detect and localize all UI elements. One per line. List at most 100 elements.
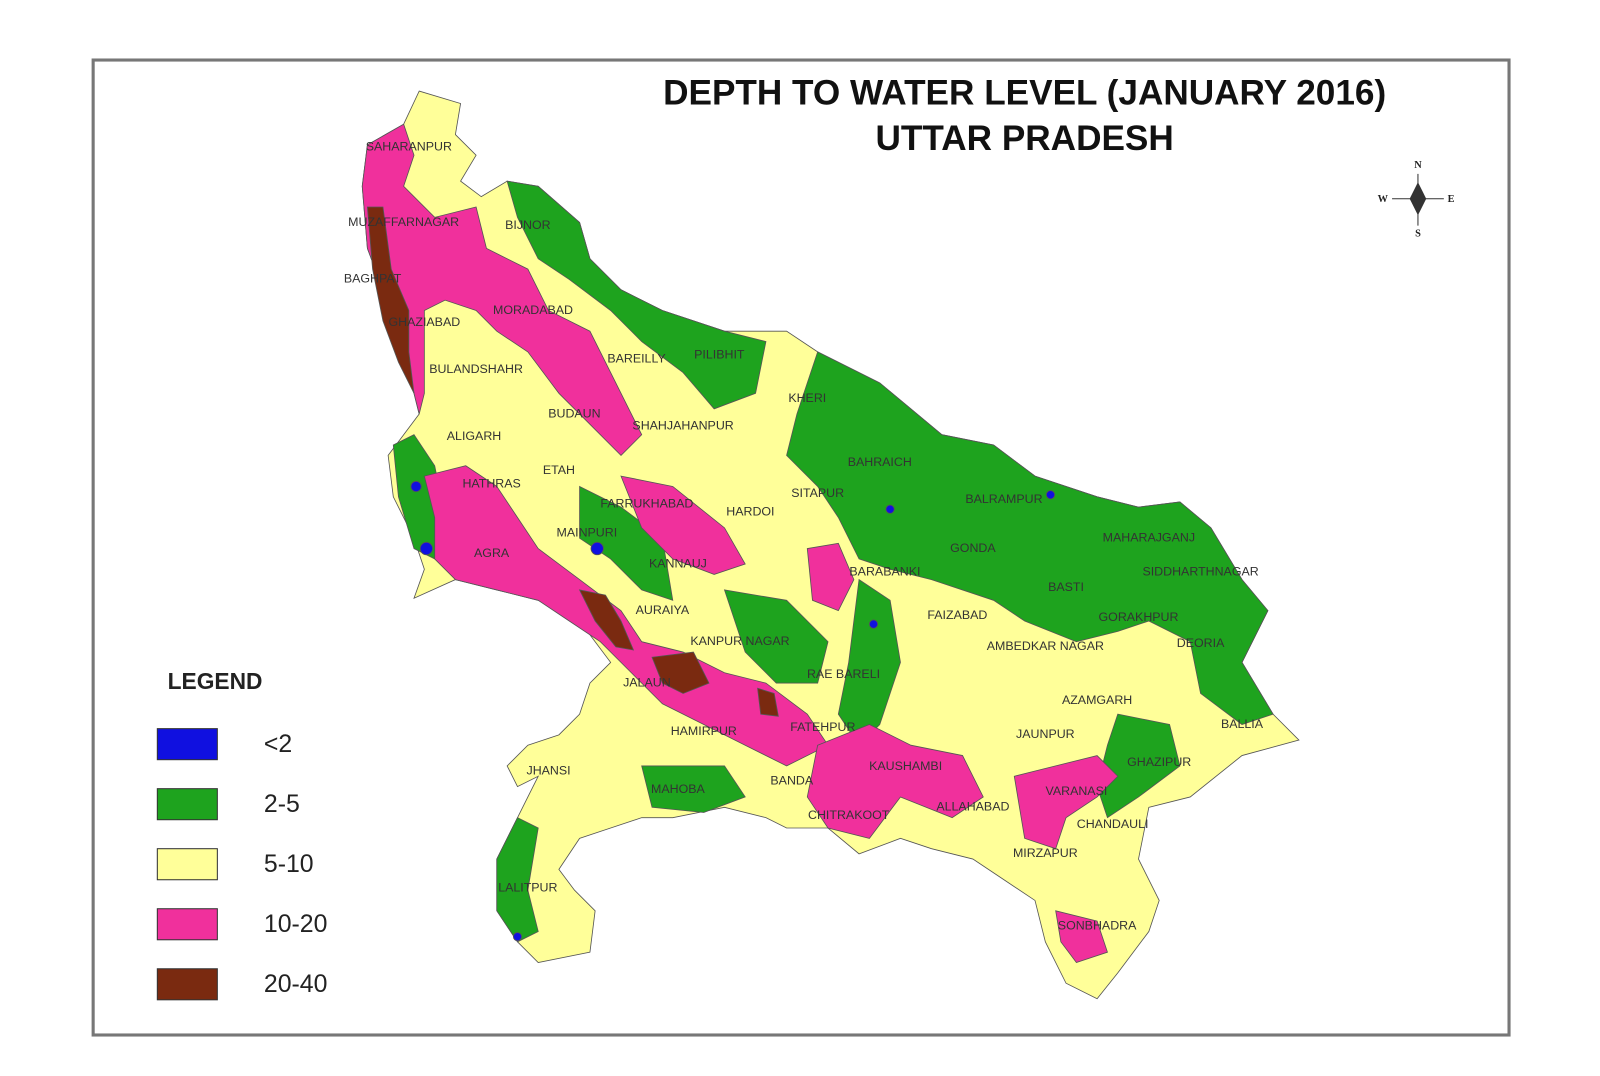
district-label: RAE BARELI bbox=[807, 667, 880, 681]
zone-area bbox=[723, 589, 829, 684]
district-label: MAHOBA bbox=[651, 782, 705, 796]
district-label: BALRAMPUR bbox=[965, 492, 1042, 506]
zone-area bbox=[868, 619, 879, 629]
district-label: GORAKHPUR bbox=[1099, 610, 1179, 624]
legend: <2 2-5 5-10 10-20 20-40 bbox=[156, 728, 328, 1001]
district-label: SAHARANPUR bbox=[366, 139, 452, 153]
compass-rose bbox=[1409, 182, 1427, 216]
district-label: MORADABAD bbox=[493, 303, 573, 317]
zone-area bbox=[579, 485, 674, 601]
district-label: HARDOI bbox=[726, 505, 774, 519]
district-label: KHERI bbox=[788, 391, 826, 405]
legend-swatch bbox=[156, 848, 218, 881]
district-label: KANPUR NAGAR bbox=[690, 634, 789, 648]
compass-south: S bbox=[1415, 228, 1421, 239]
district-label: MAINPURI bbox=[557, 525, 618, 539]
zone-area bbox=[512, 932, 523, 942]
district-label: SIDDHARTHNAGAR bbox=[1142, 565, 1258, 579]
district-label: LALITPUR bbox=[498, 880, 557, 894]
district-label: GHAZIPUR bbox=[1127, 755, 1191, 769]
zone-area bbox=[1055, 910, 1108, 964]
district-label: SITAPUR bbox=[791, 486, 844, 500]
district-label: AMBEDKAR NAGAR bbox=[987, 639, 1104, 653]
zone-area bbox=[620, 475, 746, 575]
district-label: AGRA bbox=[474, 546, 510, 560]
district-label: BANDA bbox=[770, 774, 813, 788]
district-label: ALIGARH bbox=[447, 429, 501, 443]
district-label: CHITRAKOOT bbox=[808, 808, 890, 822]
district-label: GHAZIABAD bbox=[388, 315, 460, 329]
district-label: JAUNPUR bbox=[1016, 727, 1075, 741]
district-label: JHANSI bbox=[526, 763, 570, 777]
zone-area bbox=[651, 651, 710, 694]
district-label: SHAHJAHANPUR bbox=[632, 419, 733, 433]
state-map bbox=[361, 90, 1300, 1000]
zone-area bbox=[786, 351, 1274, 725]
zone-area bbox=[578, 589, 635, 651]
zone-area bbox=[1096, 713, 1181, 819]
map-title: DEPTH TO WATER LEVEL (JANUARY 2016) bbox=[663, 74, 1386, 113]
district-label: VARANASI bbox=[1045, 784, 1107, 798]
compass-north: N bbox=[1414, 160, 1422, 171]
compass-west: W bbox=[1378, 194, 1389, 205]
district-label: AURAIYA bbox=[636, 603, 690, 617]
zone-area bbox=[410, 480, 422, 493]
map-content: DEPTH TO WATER LEVEL (JANUARY 2016) UTTA… bbox=[91, 58, 1511, 1037]
district-label: JALAUN bbox=[623, 675, 671, 689]
zone-area bbox=[1013, 755, 1119, 850]
compass-east: E bbox=[1448, 194, 1455, 205]
district-label: HAMIRPUR bbox=[671, 724, 737, 738]
zone-area bbox=[506, 180, 767, 410]
district-label: GONDA bbox=[950, 541, 996, 555]
district-label: FAIZABAD bbox=[927, 608, 987, 622]
zone-area bbox=[423, 465, 829, 767]
district-label: BASTI bbox=[1048, 580, 1084, 594]
district-label: SONBHADRA bbox=[1058, 919, 1137, 933]
district-label: FARRUKHABAD bbox=[600, 496, 693, 510]
legend-label: 5-10 bbox=[264, 851, 314, 878]
district-label: CHANDAULI bbox=[1077, 817, 1149, 831]
district-label: ALLAHABAD bbox=[936, 800, 1009, 814]
zone-area bbox=[1045, 490, 1056, 500]
legend-label: <2 bbox=[264, 731, 292, 758]
district-label: FATEHPUR bbox=[790, 720, 855, 734]
compass: N S E W bbox=[1378, 160, 1455, 239]
district-label: MAHARAJGANJ bbox=[1103, 530, 1195, 544]
district-label: BALLIA bbox=[1221, 717, 1264, 731]
zone-area bbox=[757, 687, 779, 717]
legend-swatch bbox=[156, 788, 218, 821]
legend-label: 20-40 bbox=[264, 971, 328, 998]
district-label: AZAMGARH bbox=[1062, 693, 1132, 707]
zone-area bbox=[496, 817, 539, 943]
district-label: BAHRAICH bbox=[848, 455, 912, 469]
legend-label: 10-20 bbox=[264, 911, 328, 938]
zone-area bbox=[590, 541, 604, 556]
district-label: BAGHPAT bbox=[344, 272, 402, 286]
zone-area bbox=[806, 724, 984, 839]
district-label: DEORIA bbox=[1177, 636, 1225, 650]
legend-swatch bbox=[156, 968, 218, 1001]
district-label: BAREILLY bbox=[607, 351, 665, 365]
district-label: KAUSHAMBI bbox=[869, 759, 942, 773]
zone-area bbox=[419, 541, 434, 556]
map-subtitle: UTTAR PRADESH bbox=[875, 119, 1173, 158]
legend-swatch bbox=[156, 908, 218, 941]
district-label: BIJNOR bbox=[505, 218, 551, 232]
district-label: MIRZAPUR bbox=[1013, 846, 1078, 860]
district-label: PILIBHIT bbox=[694, 347, 745, 361]
district-label: BUDAUN bbox=[548, 406, 600, 420]
district-label: BULANDSHAHR bbox=[429, 362, 523, 376]
zone-area bbox=[366, 206, 415, 394]
district-labels: SAHARANPUR MUZAFFARNAGAR BIJNOR BAGHPAT GHAZ… bbox=[344, 139, 1264, 932]
legend-label: 2-5 bbox=[264, 791, 300, 818]
district-label: KANNAUJ bbox=[649, 556, 707, 570]
zone-area bbox=[641, 765, 746, 813]
district-label: HATHRAS bbox=[462, 477, 520, 491]
zone-area bbox=[806, 542, 855, 612]
legend-swatch bbox=[156, 728, 218, 761]
zone-area bbox=[885, 504, 895, 514]
district-label: MUZAFFARNAGAR bbox=[348, 215, 459, 229]
district-label: BARABANKI bbox=[849, 565, 920, 579]
